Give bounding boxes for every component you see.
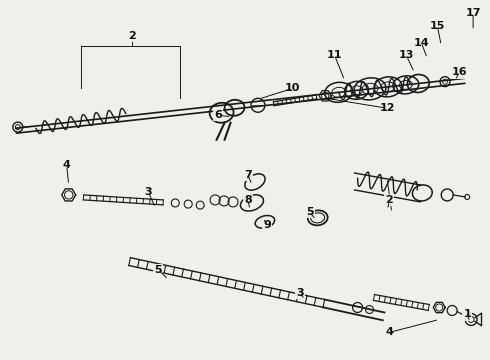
Text: 15: 15 — [430, 21, 445, 31]
Text: 14: 14 — [414, 37, 429, 48]
Text: 5: 5 — [154, 265, 162, 275]
Text: 17: 17 — [466, 8, 481, 18]
Text: 3: 3 — [145, 187, 152, 197]
Text: 10: 10 — [285, 84, 300, 93]
Text: 1: 1 — [463, 310, 471, 319]
Text: 2: 2 — [128, 31, 136, 41]
Text: 9: 9 — [263, 220, 271, 230]
Text: 6: 6 — [214, 110, 222, 120]
Text: 7: 7 — [244, 170, 252, 180]
Text: 4: 4 — [63, 160, 71, 170]
Text: 4: 4 — [386, 327, 393, 337]
Text: 13: 13 — [399, 50, 414, 60]
Text: 2: 2 — [386, 195, 393, 205]
Text: 12: 12 — [380, 103, 395, 113]
Text: 11: 11 — [327, 50, 343, 60]
Text: 3: 3 — [296, 288, 304, 298]
Text: 5: 5 — [306, 207, 314, 217]
Text: 16: 16 — [451, 67, 467, 77]
Text: 8: 8 — [244, 195, 252, 205]
